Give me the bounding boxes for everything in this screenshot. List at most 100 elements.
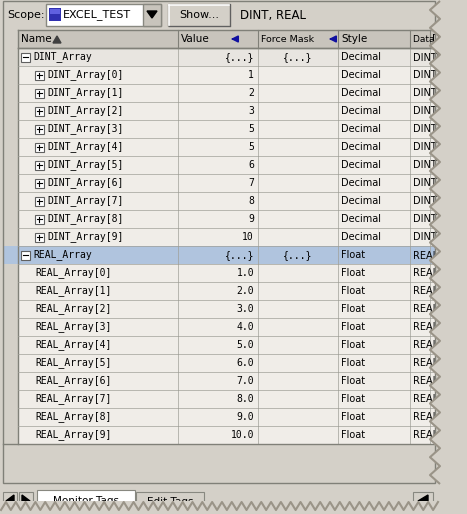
- Bar: [35, 197, 44, 206]
- Text: 5.0: 5.0: [236, 340, 254, 350]
- Text: 6.0: 6.0: [236, 358, 254, 368]
- Bar: [35, 107, 44, 116]
- Bar: [18, 174, 435, 192]
- Polygon shape: [418, 495, 428, 507]
- Text: REAL: REAL: [413, 322, 438, 332]
- Text: Decimal: Decimal: [341, 232, 381, 242]
- Bar: [18, 192, 435, 210]
- Bar: [35, 125, 44, 134]
- Bar: [46, 4, 161, 26]
- Text: Scope:: Scope:: [7, 10, 44, 20]
- Text: REAL: REAL: [413, 430, 438, 440]
- Text: REAL_Array[7]: REAL_Array[7]: [35, 394, 111, 405]
- Text: {...}: {...}: [225, 250, 254, 260]
- Text: REAL_Array[8]: REAL_Array[8]: [35, 412, 111, 423]
- Bar: [18, 228, 435, 246]
- Text: Float: Float: [341, 430, 365, 440]
- Text: Decimal: Decimal: [341, 214, 381, 224]
- Bar: [440, 1, 467, 484]
- Bar: [21, 251, 30, 260]
- Text: DINT_Array: DINT_Array: [33, 51, 92, 63]
- Text: 9: 9: [248, 214, 254, 224]
- Text: 2: 2: [248, 88, 254, 98]
- Text: REAL_Array[9]: REAL_Array[9]: [35, 430, 111, 440]
- Text: Float: Float: [341, 322, 365, 332]
- Bar: [50, 9, 60, 14]
- Bar: [35, 233, 44, 242]
- Text: 8: 8: [248, 196, 254, 206]
- Text: DINT_Array[3]: DINT_Array[3]: [47, 123, 123, 135]
- Bar: [18, 390, 435, 408]
- Text: Decimal: Decimal: [341, 106, 381, 116]
- Text: Float: Float: [341, 250, 365, 260]
- Bar: [18, 336, 435, 354]
- Text: Decimal: Decimal: [341, 178, 381, 188]
- Text: REAL_Array[3]: REAL_Array[3]: [35, 322, 111, 333]
- Polygon shape: [22, 495, 30, 507]
- Bar: [18, 318, 435, 336]
- Text: {...}: {...}: [225, 52, 254, 62]
- Text: DINT_Array[7]: DINT_Array[7]: [47, 195, 123, 207]
- Bar: [18, 264, 435, 282]
- Text: DINT_Array[2]: DINT_Array[2]: [47, 105, 123, 117]
- Text: Force Mask: Force Mask: [261, 34, 314, 44]
- Text: DINT: DINT: [413, 232, 437, 242]
- Bar: [0, 501, 467, 514]
- Text: DINT[10]: DINT[10]: [413, 52, 457, 62]
- Bar: [35, 89, 44, 98]
- Bar: [18, 354, 435, 372]
- Text: REAL[10]: REAL[10]: [413, 250, 458, 260]
- Bar: [18, 138, 435, 156]
- Text: DINT_Array[4]: DINT_Array[4]: [47, 141, 123, 153]
- Bar: [3, 30, 18, 445]
- Text: DINT_Array[5]: DINT_Array[5]: [47, 159, 123, 171]
- Text: Value: Value: [181, 34, 210, 44]
- Bar: [143, 4, 161, 26]
- Text: 9.0: 9.0: [236, 412, 254, 422]
- Text: DINT_Array[6]: DINT_Array[6]: [47, 177, 123, 189]
- Text: Decimal: Decimal: [341, 70, 381, 80]
- Text: 5: 5: [248, 142, 254, 152]
- Bar: [18, 282, 435, 300]
- Text: DINT: DINT: [413, 142, 437, 152]
- Text: Data Type: Data Type: [413, 34, 458, 44]
- Text: REAL: REAL: [413, 412, 438, 422]
- Bar: [18, 300, 435, 318]
- Text: REAL: REAL: [413, 340, 438, 350]
- Text: Decimal: Decimal: [341, 124, 381, 134]
- Text: Name: Name: [21, 34, 52, 44]
- Text: DINT: DINT: [413, 106, 437, 116]
- Bar: [19, 492, 33, 510]
- Text: DINT_Array[1]: DINT_Array[1]: [47, 87, 123, 99]
- Text: REAL_Array[5]: REAL_Array[5]: [35, 358, 111, 369]
- Bar: [35, 143, 44, 152]
- Text: 6: 6: [248, 160, 254, 170]
- Text: DINT: DINT: [413, 214, 437, 224]
- Text: Float: Float: [341, 340, 365, 350]
- Text: EXCEL_TEST: EXCEL_TEST: [63, 10, 131, 21]
- Text: Decimal: Decimal: [341, 88, 381, 98]
- Bar: [18, 246, 435, 264]
- Polygon shape: [53, 36, 61, 43]
- Text: 4.0: 4.0: [236, 322, 254, 332]
- Text: Float: Float: [341, 358, 365, 368]
- Text: Float: Float: [341, 304, 365, 314]
- Text: REAL: REAL: [413, 286, 438, 296]
- Text: Edit Tags: Edit Tags: [147, 497, 193, 507]
- Bar: [37, 490, 135, 512]
- Text: Style: Style: [341, 34, 367, 44]
- Text: Decimal: Decimal: [341, 142, 381, 152]
- Text: Decimal: Decimal: [341, 196, 381, 206]
- Text: {...}: {...}: [283, 52, 313, 62]
- Text: Float: Float: [341, 412, 365, 422]
- Bar: [35, 161, 44, 170]
- Bar: [35, 179, 44, 188]
- Bar: [18, 102, 435, 120]
- Text: Decimal: Decimal: [341, 160, 381, 170]
- Bar: [18, 120, 435, 138]
- Text: 10.0: 10.0: [231, 430, 254, 440]
- Text: REAL_Array[4]: REAL_Array[4]: [35, 340, 111, 351]
- Bar: [21, 53, 30, 62]
- Text: REAL_Array[6]: REAL_Array[6]: [35, 376, 111, 387]
- Polygon shape: [6, 495, 14, 507]
